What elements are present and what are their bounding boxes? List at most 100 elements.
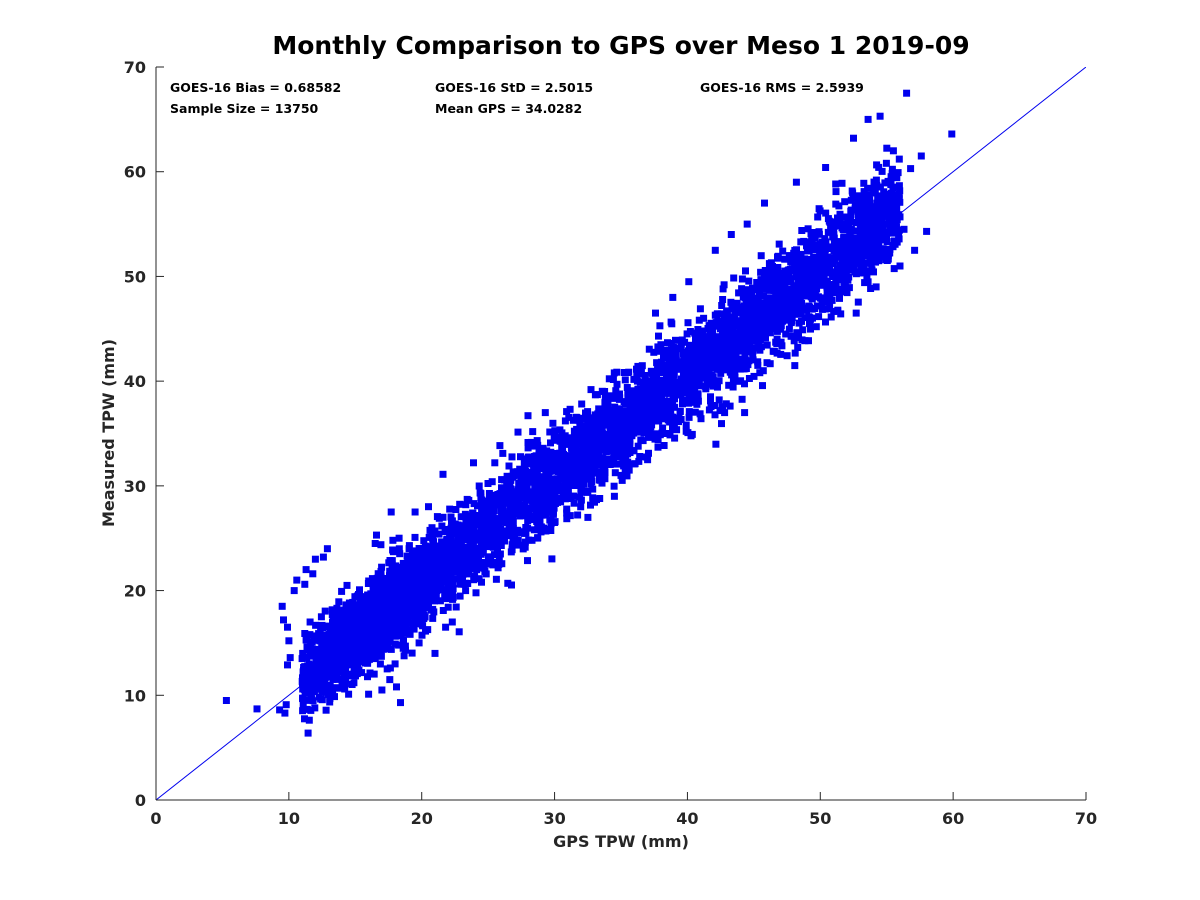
data-point (654, 443, 662, 451)
data-point (752, 297, 760, 305)
data-point (415, 545, 423, 552)
data-point (671, 434, 679, 442)
data-point (616, 429, 624, 437)
data-point (495, 515, 503, 523)
data-point (649, 392, 657, 400)
data-point (411, 601, 419, 608)
data-point (372, 637, 380, 645)
data-point (798, 227, 806, 234)
data-point (677, 416, 685, 423)
data-point (444, 603, 452, 611)
data-point (457, 531, 465, 539)
data-point (640, 422, 647, 430)
data-point (447, 582, 454, 590)
data-point (801, 259, 808, 267)
data-point (366, 669, 374, 677)
data-point (848, 187, 856, 195)
data-point (341, 680, 349, 687)
data-point (747, 324, 755, 332)
data-point (807, 325, 814, 333)
data-point (659, 410, 667, 418)
data-point (628, 400, 636, 408)
data-point (367, 654, 375, 662)
data-point (831, 282, 839, 290)
data-point (743, 302, 751, 310)
data-point (575, 468, 583, 476)
data-point (718, 333, 726, 341)
data-point (815, 313, 823, 321)
data-point (666, 431, 674, 439)
data-point (402, 646, 409, 654)
data-point (705, 406, 713, 414)
data-point (535, 446, 543, 454)
data-point (515, 541, 523, 549)
data-point (343, 581, 351, 589)
data-point (624, 450, 632, 458)
data-point (582, 409, 589, 417)
data-point (548, 460, 556, 468)
data-point (808, 257, 816, 265)
data-point (680, 384, 688, 392)
data-point (602, 448, 610, 456)
data-point (443, 536, 451, 544)
data-point (716, 348, 724, 356)
data-point (694, 397, 702, 405)
data-point (719, 356, 727, 364)
data-point (619, 458, 627, 466)
data-point (726, 337, 734, 345)
data-point (834, 245, 842, 253)
data-point (685, 413, 693, 421)
data-point (715, 396, 723, 404)
data-point (790, 337, 798, 345)
data-point (447, 594, 455, 602)
data-point (590, 429, 598, 437)
data-point (655, 347, 663, 355)
data-point (854, 210, 862, 218)
data-point (422, 603, 429, 611)
data-point (367, 642, 375, 650)
data-point (623, 466, 631, 473)
data-point (455, 523, 463, 531)
data-point (737, 377, 745, 385)
data-point (354, 625, 362, 633)
data-point (809, 287, 817, 295)
data-point (304, 729, 312, 737)
data-point (695, 377, 703, 385)
data-point (678, 336, 686, 344)
data-point (804, 225, 812, 233)
data-point (503, 528, 511, 535)
data-point (338, 587, 346, 595)
data-point (889, 242, 897, 249)
data-point (867, 242, 875, 250)
data-point (601, 469, 609, 476)
data-point (731, 320, 739, 328)
data-point (690, 377, 698, 385)
data-point (454, 536, 462, 544)
data-point (323, 667, 331, 675)
data-point (707, 393, 714, 401)
data-point (489, 561, 497, 569)
data-point (331, 693, 338, 701)
data-point (823, 253, 831, 261)
data-point (762, 334, 769, 342)
data-point (404, 556, 412, 564)
data-point (776, 324, 784, 332)
data-point (777, 338, 785, 346)
data-point (845, 273, 853, 281)
data-point (514, 536, 522, 544)
data-point (828, 296, 836, 304)
data-point (745, 375, 753, 382)
data-point (411, 563, 419, 571)
data-point (878, 214, 886, 222)
data-point (607, 446, 615, 454)
data-point (820, 258, 828, 266)
data-point (669, 352, 677, 360)
data-point (429, 534, 437, 542)
data-point (612, 424, 620, 432)
data-point (701, 374, 709, 382)
data-point (806, 320, 813, 328)
data-point (552, 433, 560, 441)
data-point (633, 371, 641, 379)
data-point (685, 395, 693, 403)
data-point (607, 408, 615, 416)
